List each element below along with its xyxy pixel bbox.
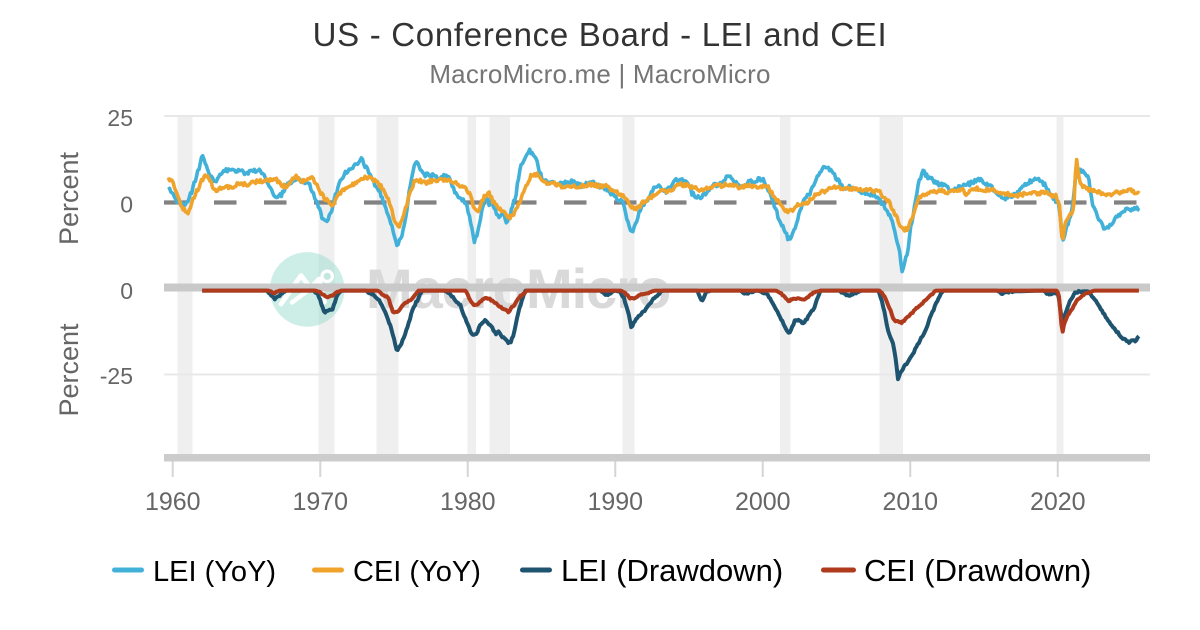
- svg-text:2010: 2010: [882, 488, 938, 516]
- svg-text:CEI (Drawdown): CEI (Drawdown): [864, 553, 1091, 588]
- svg-text:0: 0: [120, 278, 133, 304]
- svg-text:US - Conference Board - LEI an: US - Conference Board - LEI and CEI: [313, 16, 888, 53]
- svg-text:CEI (YoY): CEI (YoY): [353, 556, 481, 588]
- svg-text:2000: 2000: [735, 488, 791, 516]
- svg-text:1990: 1990: [587, 488, 643, 516]
- svg-text:Percent: Percent: [54, 151, 84, 245]
- svg-text:1980: 1980: [440, 488, 496, 516]
- svg-text:LEI (YoY): LEI (YoY): [153, 556, 276, 588]
- svg-text:LEI (Drawdown): LEI (Drawdown): [561, 553, 783, 588]
- svg-text:1970: 1970: [292, 488, 348, 516]
- svg-text:2020: 2020: [1030, 488, 1086, 516]
- svg-text:1960: 1960: [145, 488, 201, 516]
- svg-text:-25: -25: [100, 363, 133, 389]
- svg-text:25: 25: [107, 105, 133, 131]
- svg-text:Percent: Percent: [54, 323, 84, 417]
- svg-text:0: 0: [120, 192, 133, 218]
- svg-text:MacroMicro.me | MacroMicro: MacroMicro.me | MacroMicro: [429, 59, 770, 89]
